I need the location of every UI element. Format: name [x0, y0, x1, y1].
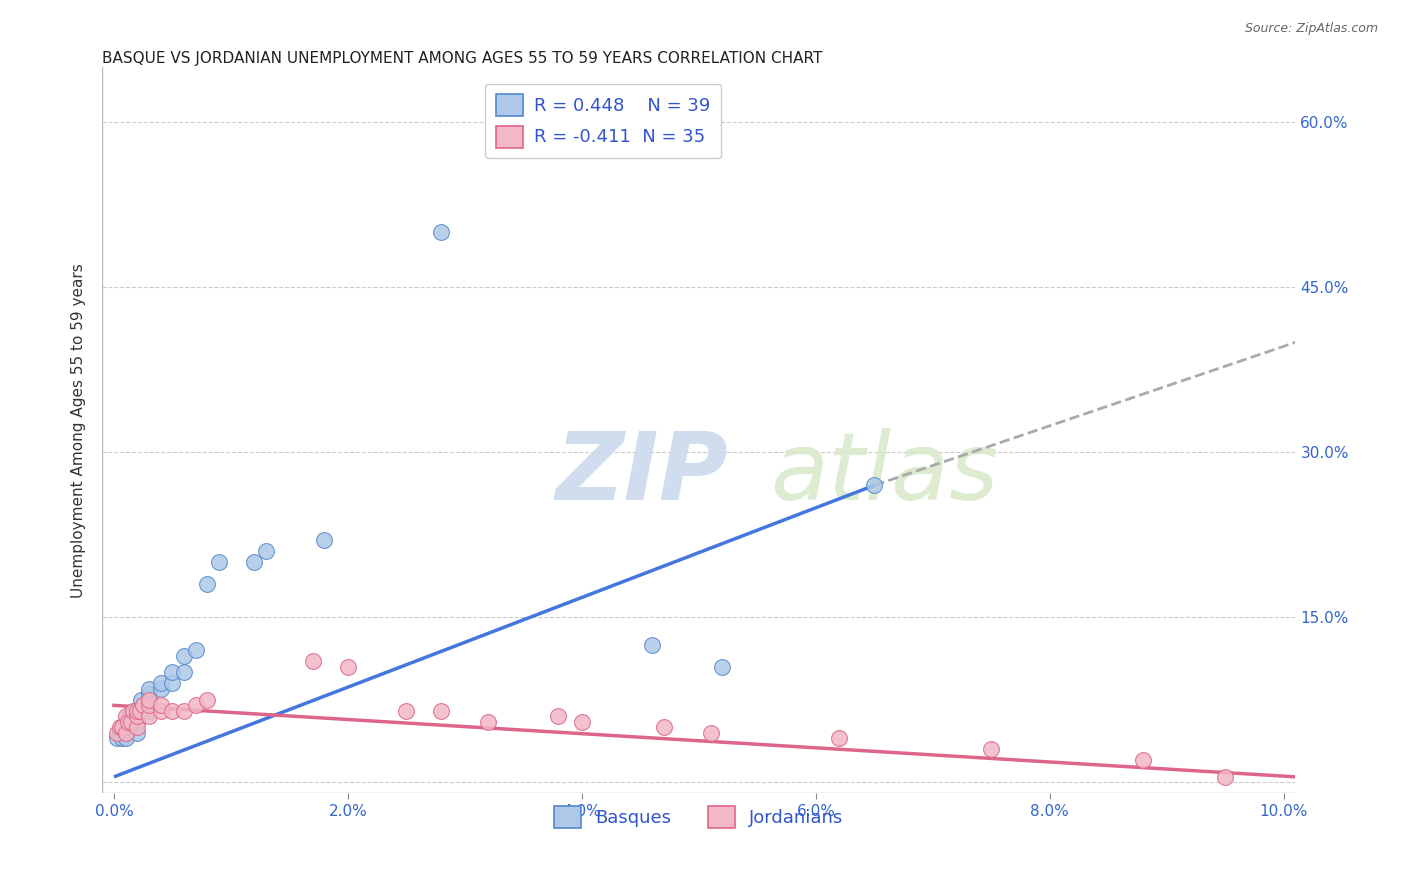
Point [114, 731, 136, 746]
Point [184, 698, 207, 713]
Point [128, 704, 150, 718]
Point [132, 698, 155, 713]
Y-axis label: Unemployment Among Ages 55 to 59 years: Unemployment Among Ages 55 to 59 years [72, 263, 86, 598]
Point [138, 687, 160, 701]
Point [1213, 770, 1236, 784]
Point [127, 720, 149, 734]
Point [197, 693, 219, 707]
Point [120, 714, 142, 729]
Text: ZIP: ZIP [555, 428, 728, 520]
Point [127, 709, 149, 723]
Point [138, 709, 160, 723]
Point [111, 720, 134, 734]
Point [430, 704, 453, 718]
Point [127, 704, 149, 718]
Point [120, 709, 142, 723]
Point [301, 654, 323, 668]
Point [699, 726, 721, 740]
Point [124, 704, 146, 718]
Point [128, 704, 150, 718]
Point [107, 731, 129, 746]
Point [138, 693, 160, 707]
Text: atlas: atlas [770, 428, 998, 519]
Point [129, 693, 152, 707]
Text: Source: ZipAtlas.com: Source: ZipAtlas.com [1244, 22, 1378, 36]
Text: BASQUE VS JORDANIAN UNEMPLOYMENT AMONG AGES 55 TO 59 YEARS CORRELATION CHART: BASQUE VS JORDANIAN UNEMPLOYMENT AMONG A… [103, 51, 823, 66]
Point [173, 704, 195, 718]
Point [863, 478, 886, 492]
Point [149, 704, 172, 718]
Point [641, 638, 664, 652]
Point [184, 643, 207, 657]
Legend: Basques, Jordanians: Basques, Jordanians [547, 798, 851, 835]
Point [118, 709, 141, 723]
Point [162, 704, 184, 718]
Point [149, 681, 172, 696]
Point [336, 660, 359, 674]
Point [108, 720, 131, 734]
Point [117, 720, 139, 734]
Point [112, 720, 135, 734]
Point [243, 555, 266, 569]
Point [121, 714, 143, 729]
Point [477, 714, 499, 729]
Point [108, 726, 131, 740]
Point [173, 648, 195, 663]
Point [127, 709, 149, 723]
Point [547, 709, 569, 723]
Point [395, 704, 418, 718]
Point [132, 698, 155, 713]
Point [173, 665, 195, 680]
Point [121, 704, 143, 718]
Point [430, 225, 453, 239]
Point [197, 577, 219, 591]
Point [138, 704, 160, 718]
Point [980, 742, 1002, 756]
Point [114, 720, 136, 734]
Point [120, 720, 142, 734]
Point [208, 555, 231, 569]
Point [117, 714, 139, 729]
Point [254, 544, 277, 558]
Point [127, 726, 149, 740]
Point [107, 726, 129, 740]
Point [162, 665, 184, 680]
Point [1132, 753, 1154, 767]
Point [138, 698, 160, 713]
Point [114, 709, 136, 723]
Point [114, 726, 136, 740]
Point [127, 714, 149, 729]
Point [149, 676, 172, 690]
Point [111, 731, 134, 746]
Point [652, 720, 675, 734]
Point [138, 681, 160, 696]
Point [828, 731, 851, 746]
Point [571, 714, 593, 729]
Point [314, 533, 336, 548]
Point [711, 660, 734, 674]
Point [162, 676, 184, 690]
Point [149, 698, 172, 713]
Point [138, 693, 160, 707]
Point [114, 714, 136, 729]
